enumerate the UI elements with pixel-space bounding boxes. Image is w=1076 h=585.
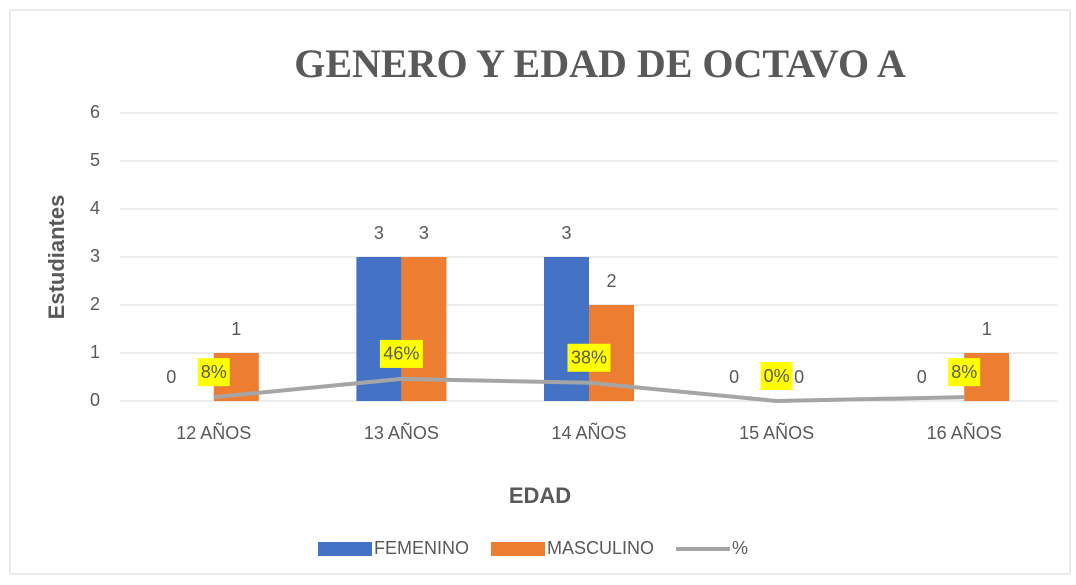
legend-label: FEMENINO (374, 538, 469, 558)
x-axis-label: EDAD (509, 483, 571, 508)
bar-value-label: 0 (794, 367, 804, 387)
line (213, 376, 965, 404)
chart-border (9, 9, 1071, 575)
y-tick-label: 4 (90, 198, 100, 218)
line-value-label: 8% (951, 362, 977, 382)
x-tick-label: 13 AÑOS (364, 422, 439, 443)
y-tick-label: 1 (90, 342, 100, 362)
y-tick-label: 3 (90, 246, 100, 266)
value-label-box (948, 358, 981, 387)
y-axis-label: Estudiantes (44, 195, 69, 320)
bar (356, 257, 402, 401)
y-tick-label: 5 (90, 150, 100, 170)
line-value-label: 38% (571, 348, 607, 368)
legend-label: MASCULINO (547, 538, 654, 558)
bar-value-label: 3 (419, 223, 429, 243)
value-label-box (567, 343, 611, 372)
bar-value-label: 1 (982, 319, 992, 339)
x-tick-label: 12 AÑOS (176, 422, 251, 443)
chart-title: GENERO Y EDAD DE OCTAVO A (294, 41, 906, 86)
y-tick-label: 2 (90, 294, 100, 314)
y-tick-label: 6 (90, 102, 100, 122)
y-tick-label: 0 (90, 390, 100, 410)
x-tick-label: 14 AÑOS (551, 422, 626, 443)
bar (401, 257, 447, 401)
bar-value-label: 3 (374, 223, 384, 243)
legend-swatch (318, 542, 372, 556)
bar-value-label: 2 (606, 271, 616, 291)
line-value-label: 46% (383, 344, 419, 364)
value-label-box (197, 358, 230, 387)
bar-value-label: 0 (729, 367, 739, 387)
legend-swatch (491, 542, 546, 556)
bar (544, 257, 589, 401)
bar-value-label: 0 (166, 367, 176, 387)
bar-value-label: 3 (561, 223, 571, 243)
line-value-label: 0% (764, 366, 790, 386)
line-value-label: 8% (201, 362, 227, 382)
bar-value-label: 0 (917, 367, 927, 387)
value-label-box (760, 362, 793, 390)
x-tick-label: 16 AÑOS (927, 422, 1002, 443)
x-tick-label: 15 AÑOS (739, 422, 814, 443)
value-label-box (379, 339, 423, 368)
legend-label: % (732, 538, 748, 558)
bar-value-label: 1 (231, 319, 241, 339)
